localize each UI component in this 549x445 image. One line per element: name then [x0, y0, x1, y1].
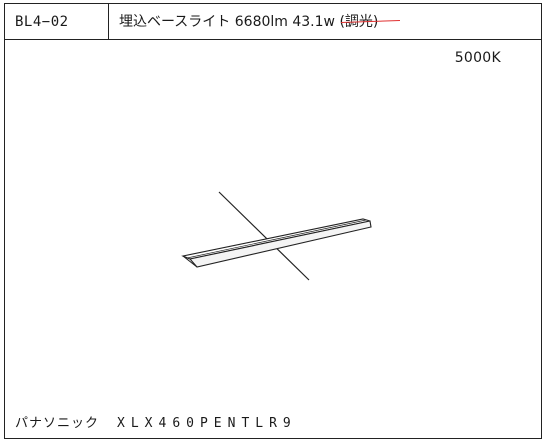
sheet-header: BL4−02 埋込ベースライト 6680lm 43.1w (調光)	[5, 4, 541, 40]
fixture-inner-edge	[186, 219, 367, 259]
model-number: XLX460PENTLR9	[117, 416, 297, 431]
spec-sheet: BL4−02 埋込ベースライト 6680lm 43.1w (調光) 5000K …	[4, 3, 542, 439]
fixture-title-text: 埋込ベースライト 6680lm 43.1w	[119, 14, 340, 30]
fixture-drawing	[181, 191, 372, 281]
color-temperature: 5000K	[454, 50, 501, 66]
fixture-front-face	[188, 220, 372, 268]
dimming-struck-text: (調光)	[339, 4, 378, 40]
manufacturer-name: パナソニック	[15, 416, 100, 431]
fixture-title: 埋込ベースライト 6680lm 43.1w (調光)	[109, 4, 541, 39]
product-footer: パナソニック XLX460PENTLR9	[15, 412, 297, 431]
fixture-code: BL4−02	[5, 4, 109, 39]
reference-line	[218, 191, 310, 281]
fixture-left-end	[182, 255, 198, 268]
